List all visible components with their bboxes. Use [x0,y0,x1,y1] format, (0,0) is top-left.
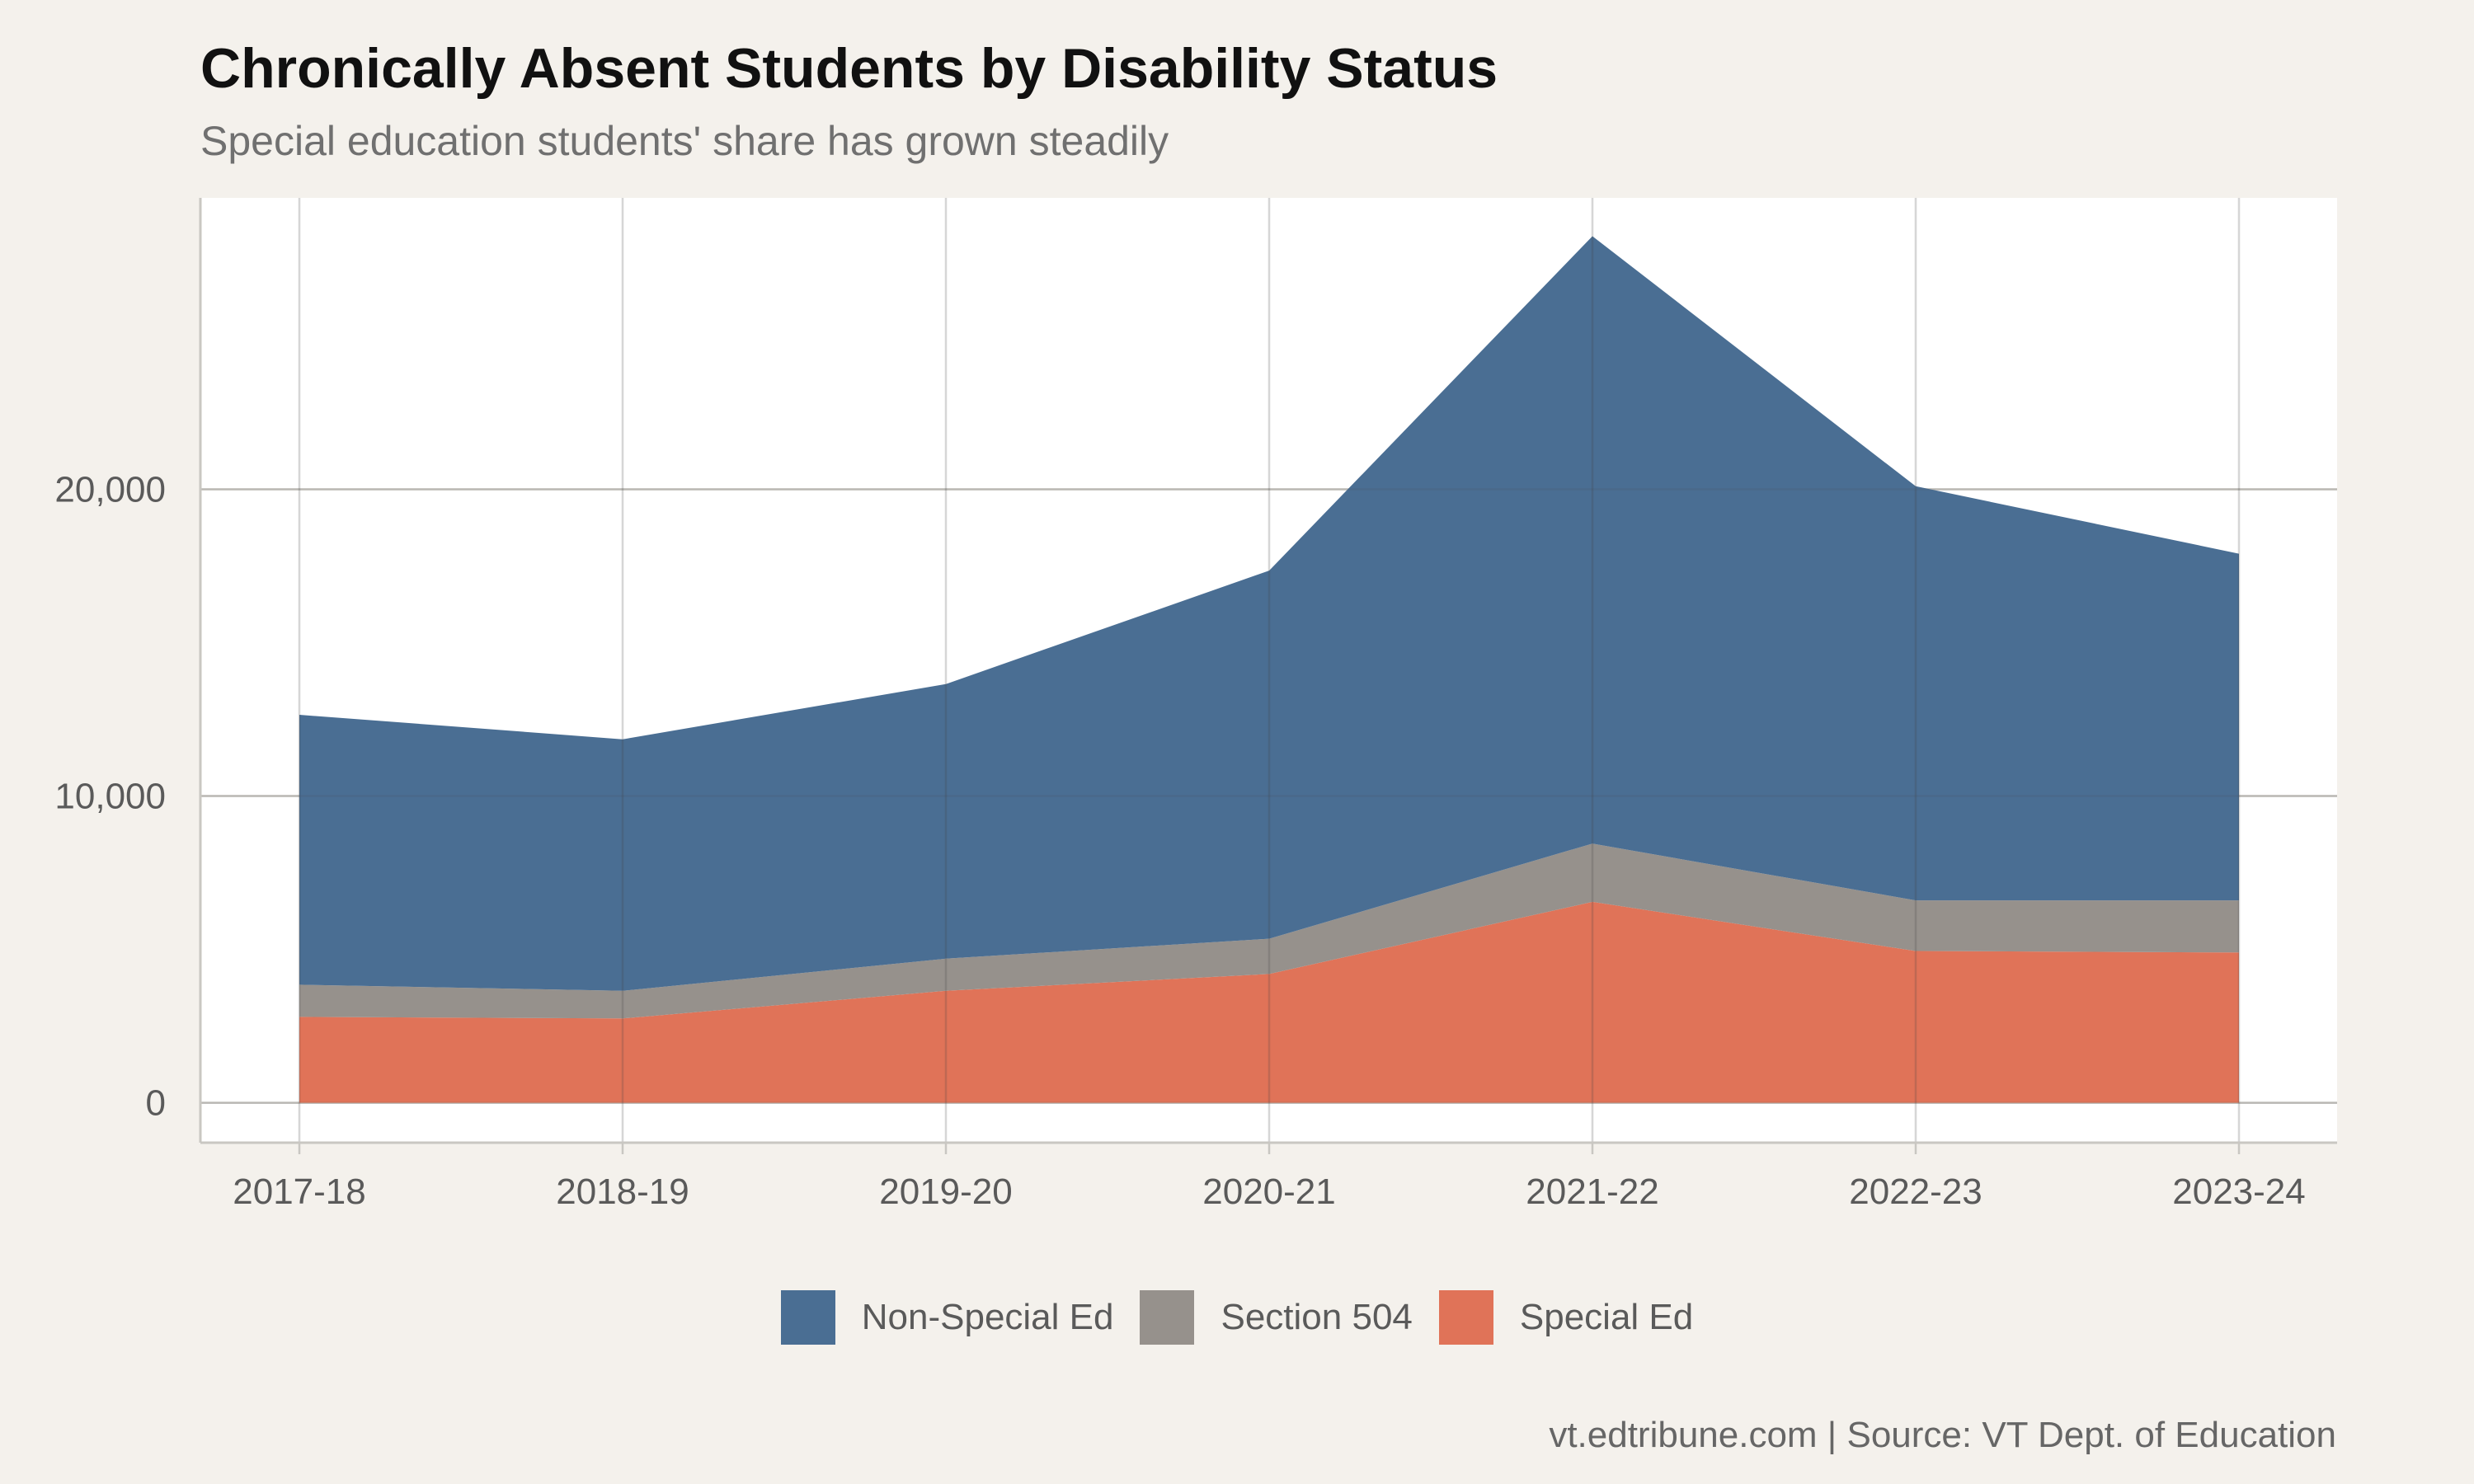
area-non-special-ed [299,236,2239,991]
x-tick-label: 2023-24 [2172,1172,2305,1212]
stacked-areas [200,198,2337,1143]
y-axis-tick-labels: 0 10,000 20,000 [54,469,166,1123]
y-tick-label: 0 [146,1083,166,1124]
y-tick-label: 10,000 [54,777,166,817]
x-axis-tick-labels: 2017-18 2018-19 2019-20 2020-21 2021-22 2022-… [233,1172,2305,1212]
legend-label: Non-Special Ed [861,1297,1114,1337]
y-tick-label: 20,000 [54,469,166,510]
legend-item-section-504: Section 504 [1140,1290,1413,1345]
legend-label: Section 504 [1221,1297,1413,1337]
x-tick-label: 2020-21 [1202,1172,1335,1212]
x-tick-label: 2019-20 [879,1172,1012,1212]
legend: Non-Special Ed Section 504 Special Ed [0,1288,2474,1347]
x-tick-label: 2022-23 [1849,1172,1982,1212]
legend-item-non-special-ed: Non-Special Ed [780,1290,1114,1345]
legend-swatch [1438,1290,1493,1345]
x-tick-label: 2021-22 [1526,1172,1658,1212]
legend-swatch [780,1290,835,1345]
legend-item-special-ed: Special Ed [1438,1290,1694,1345]
chart-subtitle: Special education students' share has gr… [200,118,1169,164]
chart-title: Chronically Absent Students by Disabilit… [200,37,1498,100]
area-special-ed [299,901,2239,1103]
legend-swatch [1140,1290,1195,1345]
legend-label: Special Ed [1519,1297,1694,1337]
x-tick-label: 2017-18 [233,1172,365,1212]
axes [199,198,2337,1154]
chart-caption: vt.edtribune.com | Source: VT Dept. of E… [1549,1415,2336,1455]
x-tick-label: 2018-19 [556,1172,689,1212]
area-section-504 [299,843,2239,1019]
